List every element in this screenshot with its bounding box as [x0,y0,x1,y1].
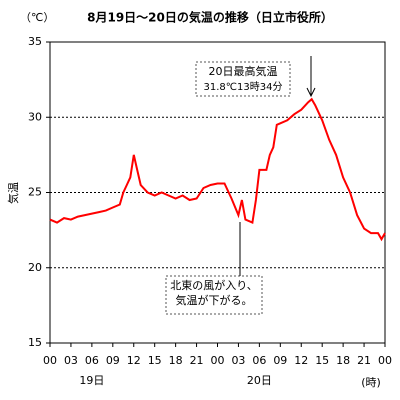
x-tick-label: 06 [85,354,99,367]
y-tick-label: 20 [28,261,42,274]
x-axis-label: (時) [361,376,381,389]
x-tick-label: 00 [378,354,392,367]
annotation-text: 31.8℃13時34分 [204,81,283,93]
x-tick-label: 12 [294,354,308,367]
x-tick-label: 15 [315,354,329,367]
x-tick-label: 18 [169,354,183,367]
y-tick-label: 30 [28,110,42,123]
x-tick-label: 18 [336,354,350,367]
day-label: 19日 [79,374,104,387]
x-tick-label: 00 [211,354,225,367]
x-tick-label: 09 [106,354,120,367]
annotation-text: 気温が下がる。 [176,293,253,307]
chart-title: 8月19日～20日の気温の推移（日立市役所） [87,10,333,25]
x-tick-label: 06 [252,354,266,367]
annotation-text: 北東の風が入り、 [170,278,258,292]
temperature-line [49,97,386,242]
x-tick-label: 15 [148,354,162,367]
y-tick-label: 15 [28,336,42,349]
y-tick-label: 25 [28,186,42,199]
annotation-text: 20日最高気温 [209,64,278,78]
annotation-arrow [306,87,316,98]
x-tick-label: 03 [64,354,78,367]
annotation-box [165,275,263,315]
day-label: 20日 [247,374,272,387]
y-tick-label: 35 [28,35,42,48]
x-tick-label: 09 [273,354,287,367]
unit-label: （℃） [20,11,54,24]
y-axis-label: 気温 [6,182,20,204]
x-tick-label: 12 [127,354,141,367]
x-tick-label: 00 [43,354,57,367]
x-tick-label: 21 [357,354,371,367]
x-tick-label: 21 [190,354,204,367]
annotation-box [195,61,291,97]
x-tick-label: 03 [231,354,245,367]
